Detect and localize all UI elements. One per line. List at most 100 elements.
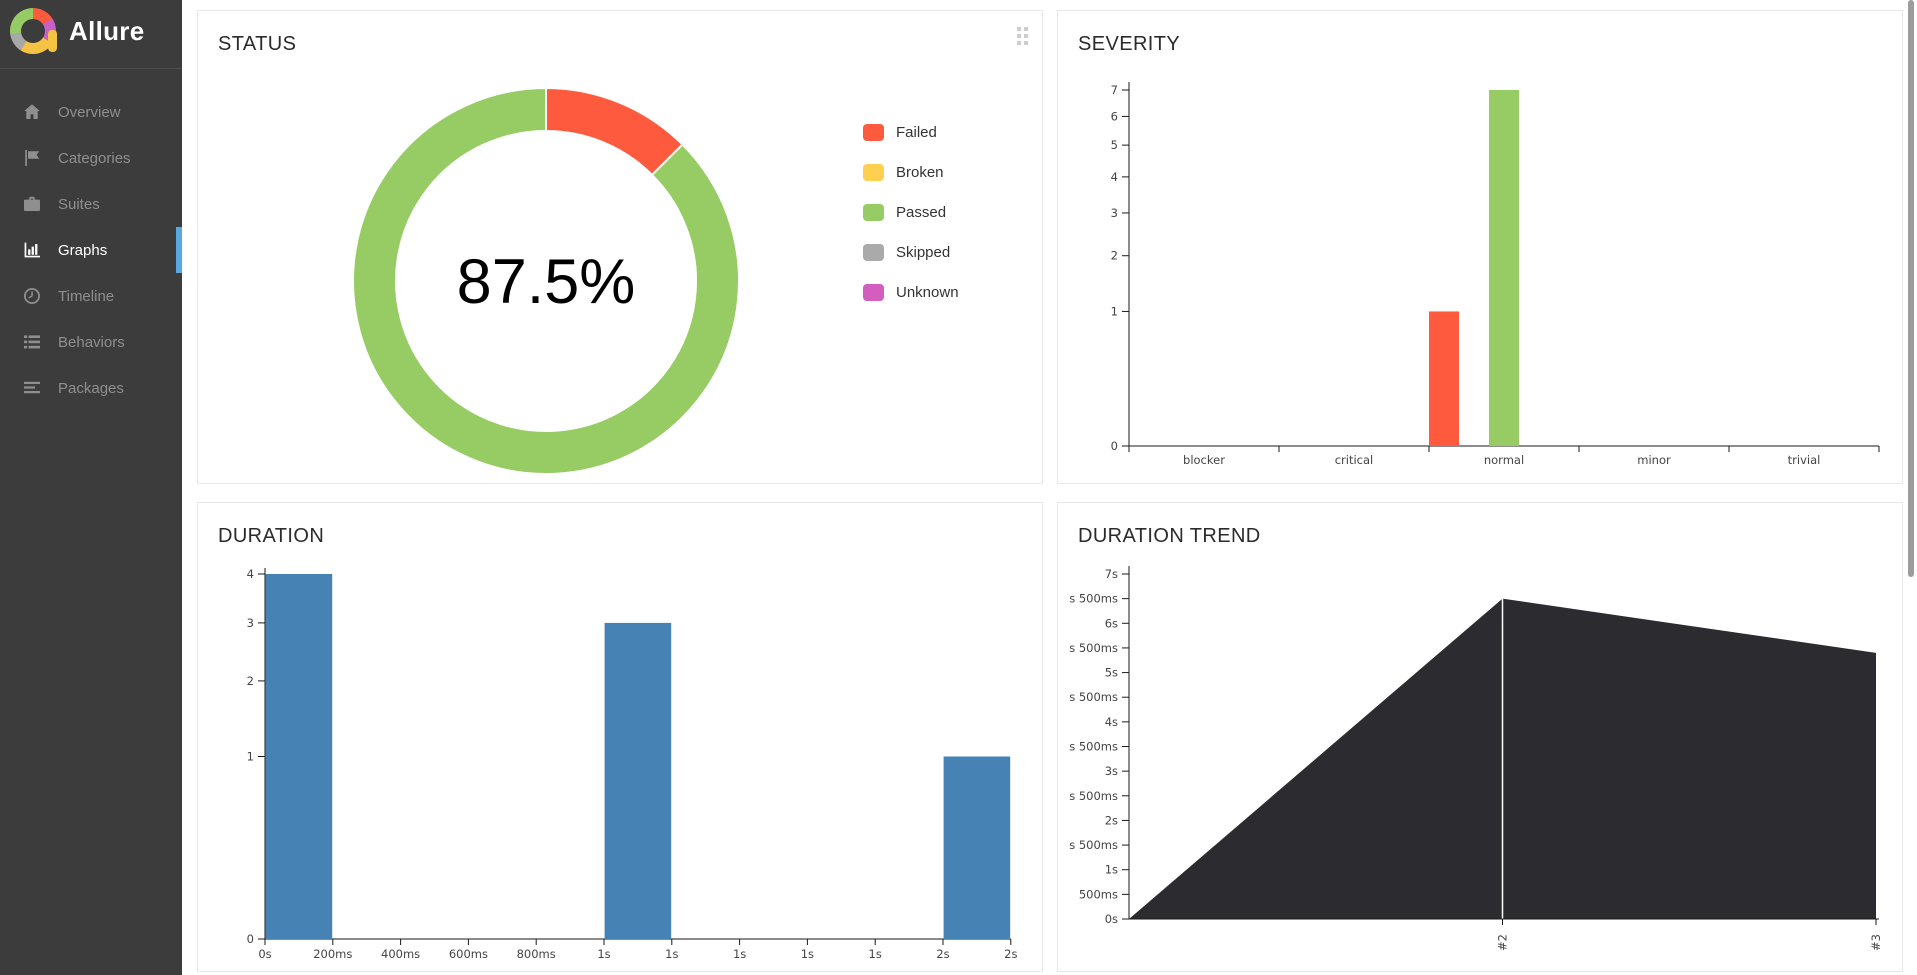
sidebar-item-label: Overview <box>58 103 121 121</box>
status-legend: Failed Broken Passed Skipped Unknown <box>863 123 959 323</box>
svg-text:0s: 0s <box>258 947 271 961</box>
svg-text:critical: critical <box>1335 453 1374 467</box>
legend-item-unknown[interactable]: Unknown <box>863 283 959 301</box>
svg-text:4: 4 <box>247 567 254 581</box>
svg-text:1: 1 <box>1111 304 1118 318</box>
legend-label: Broken <box>896 163 944 181</box>
legend-item-failed[interactable]: Failed <box>863 123 959 141</box>
clock-icon <box>22 286 42 306</box>
svg-text:3: 3 <box>1111 206 1118 220</box>
svg-text:7s: 7s <box>1105 567 1118 581</box>
svg-text:4: 4 <box>1111 170 1118 184</box>
svg-text:1: 1 <box>247 750 254 764</box>
flag-icon <box>22 148 42 168</box>
sidebar-item-label: Categories <box>58 149 131 167</box>
svg-text:5s: 5s <box>1105 666 1118 680</box>
status-panel: STATUS 87.5% Failed Broken Passed Skippe… <box>197 10 1043 484</box>
brand-name: Allure <box>69 15 145 46</box>
sidebar-item-categories[interactable]: Categories <box>0 135 182 181</box>
home-icon <box>22 102 42 122</box>
svg-text:4s: 4s <box>1105 715 1118 729</box>
svg-text:500ms: 500ms <box>1079 887 1118 901</box>
status-percentage: 87.5% <box>456 247 636 317</box>
svg-text:s 500ms: s 500ms <box>1069 690 1118 704</box>
sidebar-nav: Overview Categories Suites Graphs <box>0 89 182 411</box>
vertical-scrollbar-thumb[interactable] <box>1908 0 1914 577</box>
svg-text:#3: #3 <box>1869 934 1883 951</box>
legend-label: Passed <box>896 203 947 221</box>
brand[interactable]: Allure <box>10 8 144 54</box>
logo-tail <box>48 30 57 52</box>
allure-logo-icon <box>10 8 57 54</box>
sidebar-item-graphs[interactable]: Graphs <box>0 227 182 273</box>
svg-text:7: 7 <box>1111 83 1118 97</box>
duration-trend-area-chart: 0s 500ms 1s s 500ms 2s s 500ms 3s s 500ms 4s s 50… <box>1069 566 1883 951</box>
align-left-icon <box>22 378 42 398</box>
legend-swatch-unknown <box>863 283 884 301</box>
svg-text:1s: 1s <box>801 947 814 961</box>
svg-text:2s: 2s <box>1004 947 1017 961</box>
legend-swatch-failed <box>863 123 884 141</box>
svg-text:1s: 1s <box>665 947 678 961</box>
svg-text:s 500ms: s 500ms <box>1069 838 1118 852</box>
severity-panel: SEVERITY 0 1 2 3 4 5 6 7 blocker critical normal mi… <box>1057 10 1903 484</box>
list-icon <box>22 332 42 352</box>
svg-text:3: 3 <box>247 616 254 630</box>
svg-text:3s: 3s <box>1105 764 1118 778</box>
svg-text:400ms: 400ms <box>381 947 420 961</box>
svg-text:1s: 1s <box>1105 863 1118 877</box>
svg-text:600ms: 600ms <box>449 947 488 961</box>
legend-label: Unknown <box>896 283 959 301</box>
svg-text:0: 0 <box>1111 439 1118 453</box>
legend-item-passed[interactable]: Passed <box>863 203 959 221</box>
svg-text:#2: #2 <box>1496 934 1510 951</box>
svg-text:1s: 1s <box>597 947 610 961</box>
svg-text:s 500ms: s 500ms <box>1069 641 1118 655</box>
svg-text:0: 0 <box>247 932 254 946</box>
svg-text:0s: 0s <box>1105 912 1118 926</box>
svg-text:1s: 1s <box>869 947 882 961</box>
sidebar-item-timeline[interactable]: Timeline <box>0 273 182 319</box>
duration-panel-title: DURATION <box>218 525 325 547</box>
sidebar-item-overview[interactable]: Overview <box>0 89 182 135</box>
briefcase-icon <box>22 194 42 214</box>
svg-text:normal: normal <box>1484 453 1524 467</box>
severity-panel-title: SEVERITY <box>1078 33 1181 55</box>
status-panel-title: STATUS <box>218 33 297 55</box>
svg-text:s 500ms: s 500ms <box>1069 592 1118 606</box>
svg-text:200ms: 200ms <box>313 947 352 961</box>
svg-text:blocker: blocker <box>1183 453 1225 467</box>
sidebar-item-label: Timeline <box>58 287 115 305</box>
sidebar-item-label: Graphs <box>58 241 108 259</box>
legend-swatch-passed <box>863 203 884 221</box>
sidebar-item-behaviors[interactable]: Behaviors <box>0 319 182 365</box>
legend-swatch-skipped <box>863 243 884 261</box>
sidebar-item-suites[interactable]: Suites <box>0 181 182 227</box>
logo-hole <box>21 19 45 43</box>
svg-text:2s: 2s <box>936 947 949 961</box>
sidebar-item-packages[interactable]: Packages <box>0 365 182 411</box>
svg-text:trivial: trivial <box>1788 453 1821 467</box>
sidebar-divider <box>0 68 182 69</box>
legend-item-broken[interactable]: Broken <box>863 163 959 181</box>
active-item-indicator <box>176 227 182 273</box>
sidebar: Allure Overview Categories Suites <box>0 0 182 975</box>
svg-text:2: 2 <box>1111 249 1118 263</box>
legend-label: Skipped <box>896 243 951 261</box>
legend-label: Failed <box>896 123 937 141</box>
drag-handle-icon[interactable] <box>1017 27 1028 45</box>
svg-text:minor: minor <box>1637 453 1671 467</box>
svg-text:s 500ms: s 500ms <box>1069 789 1118 803</box>
bar-chart-icon <box>22 240 42 260</box>
severity-bar-chart: 0 1 2 3 4 5 6 7 blocker critical normal minor trivia… <box>1111 82 1880 467</box>
svg-text:s 500ms: s 500ms <box>1069 740 1118 754</box>
legend-item-skipped[interactable]: Skipped <box>863 243 959 261</box>
sidebar-item-label: Suites <box>58 195 100 213</box>
svg-text:6s: 6s <box>1105 616 1118 630</box>
svg-text:800ms: 800ms <box>517 947 556 961</box>
sidebar-item-label: Behaviors <box>58 333 125 351</box>
duration-panel: DURATION 0 1 2 3 4 0s 200ms 400ms 600ms 800ms 1s 1s… <box>197 502 1043 972</box>
duration-trend-panel: DURATION TREND 0s 500ms 1s s 500ms 2s s 500ms… <box>1057 502 1903 972</box>
duration-histogram-chart: 0 1 2 3 4 0s 200ms 400ms 600ms 800ms 1s 1s 1s 1s 1s 2s 2… <box>247 567 1018 961</box>
